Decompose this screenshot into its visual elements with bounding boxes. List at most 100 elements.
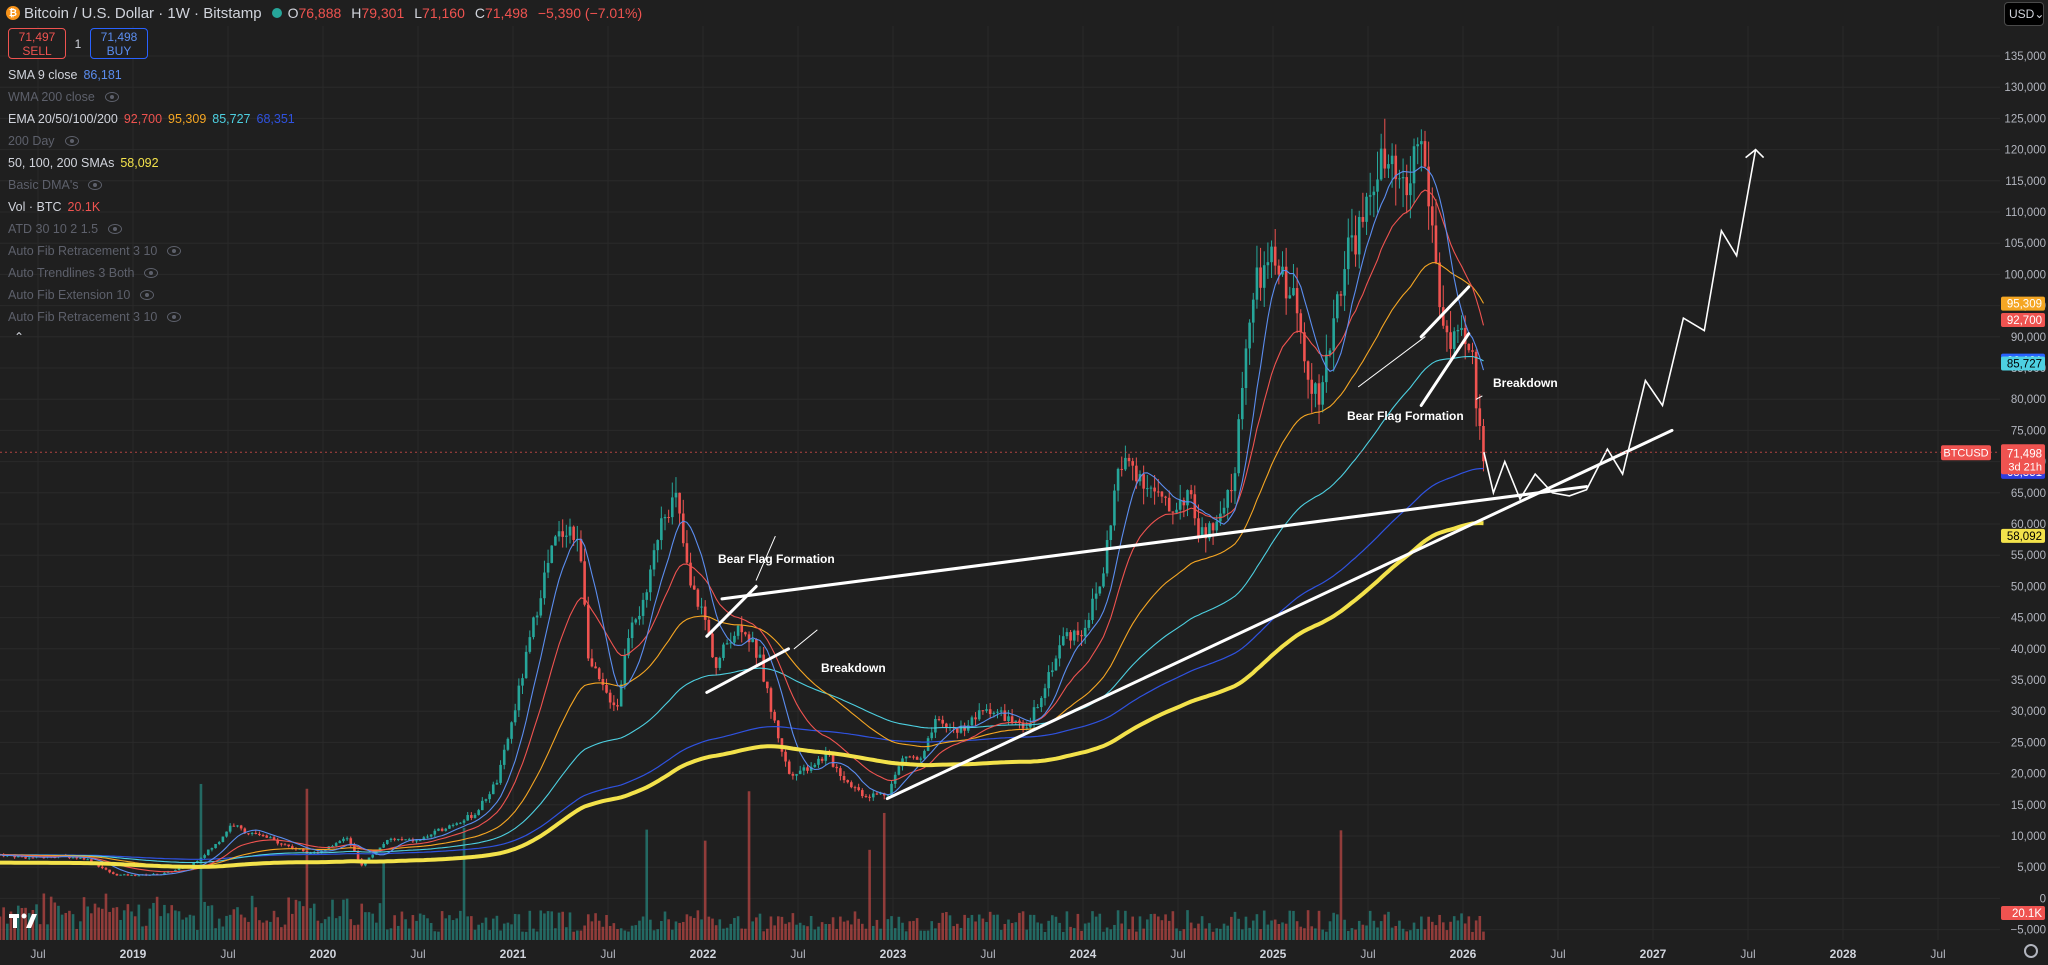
hidden-eye-icon[interactable] bbox=[144, 268, 159, 278]
volume-bar bbox=[133, 916, 137, 940]
candle-body bbox=[119, 874, 122, 876]
legend-row[interactable]: Auto Fib Retracement 3 10 bbox=[8, 240, 295, 262]
bear-flag-lower-2025[interactable] bbox=[1419, 332, 1471, 407]
volume-bar bbox=[1292, 910, 1295, 940]
candle-body bbox=[1387, 164, 1390, 169]
price-axis[interactable]: 135,000 130,000 125,000 120,000 115,000 110,0… bbox=[2000, 0, 2048, 965]
volume-bar bbox=[488, 930, 491, 940]
legend-row[interactable]: 200 Day bbox=[8, 130, 295, 152]
legend-row[interactable]: ATD 30 10 2 1.5 bbox=[8, 218, 295, 240]
resistance-trendline[interactable] bbox=[720, 485, 1588, 601]
candle-body bbox=[477, 810, 480, 815]
hidden-eye-icon[interactable] bbox=[167, 246, 182, 256]
legend-row[interactable]: 50, 100, 200 SMAs 58,092 bbox=[8, 152, 295, 174]
volume-bar bbox=[364, 912, 367, 940]
price-tick-label: 65,000 bbox=[2011, 488, 2046, 500]
candle-body bbox=[1401, 177, 1405, 179]
candle-body bbox=[225, 831, 228, 837]
volume-bar bbox=[82, 897, 86, 940]
currency-selector[interactable]: USD ⌄ bbox=[2004, 2, 2044, 26]
price-tick-label: 130,000 bbox=[2004, 82, 2046, 94]
volume-bar bbox=[181, 919, 184, 940]
support-trendline[interactable] bbox=[885, 428, 1674, 801]
candle-body bbox=[1102, 573, 1105, 587]
legend-row[interactable]: Basic DMA's bbox=[8, 174, 295, 196]
trade-panel: 71,497 SELL 1 71,498 BUY bbox=[8, 28, 148, 59]
volume-bar bbox=[217, 918, 221, 940]
sell-button[interactable]: 71,497 SELL bbox=[8, 28, 66, 59]
annotation-pointer-4[interactable] bbox=[1475, 395, 1483, 400]
legend-row[interactable]: WMA 200 close bbox=[8, 86, 295, 108]
candle-body bbox=[451, 824, 455, 826]
candle-body bbox=[320, 850, 323, 853]
hidden-eye-icon[interactable] bbox=[140, 290, 155, 300]
volume-bar bbox=[835, 928, 839, 940]
bitcoin-icon[interactable]: ₿ bbox=[6, 6, 20, 20]
volume-bar bbox=[861, 923, 864, 940]
symbol-title[interactable]: Bitcoin / U.S. Dollar · 1W · Bitstamp bbox=[24, 4, 262, 22]
buy-button[interactable]: 71,498 BUY bbox=[90, 28, 148, 59]
volume-bar bbox=[155, 896, 159, 940]
trend-drawings[interactable] bbox=[0, 148, 2000, 801]
legend-row[interactable]: SMA 9 close 86,181 bbox=[8, 64, 295, 86]
hidden-eye-icon[interactable] bbox=[104, 92, 119, 102]
volume-bar bbox=[477, 924, 480, 940]
volume-bar bbox=[90, 913, 93, 940]
collapse-legend-chevron-icon[interactable]: ⌃ bbox=[14, 330, 25, 344]
candle-body bbox=[1354, 235, 1357, 255]
legend-row[interactable]: Auto Fib Extension 10 bbox=[8, 284, 295, 306]
volume-bar bbox=[1328, 921, 1332, 940]
annotation-pointer-1[interactable] bbox=[755, 535, 776, 581]
time-tick-label: 2028 bbox=[1830, 947, 1857, 961]
candle-body bbox=[291, 846, 294, 849]
chart-settings-gear-icon[interactable] bbox=[2024, 944, 2038, 958]
bear-flag-upper-2022[interactable] bbox=[705, 584, 758, 638]
volume-bar bbox=[1405, 931, 1409, 940]
candle-body bbox=[535, 615, 539, 618]
annotation-pointer-3[interactable] bbox=[1358, 336, 1426, 388]
candle-body bbox=[1438, 262, 1441, 308]
volume-tag-bg bbox=[2001, 906, 2045, 920]
volume-bar bbox=[177, 911, 181, 940]
candle-body bbox=[75, 857, 79, 859]
volume-bar bbox=[1412, 922, 1416, 940]
candle-body bbox=[1394, 155, 1398, 180]
projection-path[interactable] bbox=[1483, 149, 1757, 501]
legend-row[interactable]: Auto Trendlines 3 Both bbox=[8, 262, 295, 284]
volume-bar bbox=[269, 921, 272, 940]
candle-body bbox=[349, 838, 353, 845]
legend-row[interactable]: Vol · BTC 20.1K bbox=[8, 196, 295, 218]
candle-body bbox=[550, 545, 554, 563]
legend-row[interactable]: Auto Fib Retracement 3 10 bbox=[8, 306, 295, 328]
candle-body bbox=[232, 825, 236, 827]
volume-bar bbox=[437, 931, 440, 940]
volume-bar bbox=[524, 931, 528, 940]
candle-body bbox=[111, 872, 115, 874]
candle-body bbox=[532, 617, 535, 638]
price-tick-label: 100,000 bbox=[2004, 269, 2046, 281]
candle-body bbox=[725, 643, 729, 645]
time-axis-bg bbox=[0, 940, 2000, 965]
volume-bar bbox=[1321, 929, 1324, 940]
order-quantity[interactable]: 1 bbox=[74, 36, 82, 51]
time-axis[interactable]: Jul 2019 Jul 2020 Jul 2021 Jul 2022 Jul 2023 Jul 20… bbox=[0, 940, 2000, 965]
hidden-eye-icon[interactable] bbox=[64, 136, 79, 146]
bear-flag-upper-2025[interactable] bbox=[1419, 285, 1471, 339]
volume-bar bbox=[1431, 921, 1434, 940]
hidden-eye-icon[interactable] bbox=[108, 224, 123, 234]
tradingview-logo[interactable] bbox=[8, 910, 40, 932]
volume-bar bbox=[1248, 927, 1251, 940]
candle-body bbox=[415, 840, 418, 842]
hidden-eye-icon[interactable] bbox=[88, 180, 103, 190]
bear-flag-lower-2022[interactable] bbox=[705, 647, 790, 694]
candle-body bbox=[1072, 630, 1076, 641]
hidden-eye-icon[interactable] bbox=[167, 312, 182, 322]
annotation-pointer-2[interactable] bbox=[793, 629, 818, 650]
volume-bar bbox=[206, 905, 210, 940]
candle-body bbox=[1149, 487, 1153, 489]
candle-body bbox=[1241, 388, 1244, 420]
legend-row[interactable]: EMA 20/50/100/200 92,700 95,309 85,727 68,35… bbox=[8, 108, 295, 130]
volume-bar bbox=[301, 906, 305, 940]
volume-bar bbox=[1182, 929, 1186, 940]
